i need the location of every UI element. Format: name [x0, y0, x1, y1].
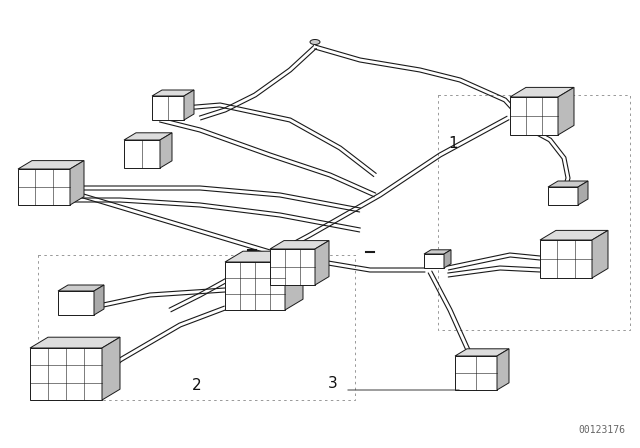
- Polygon shape: [94, 285, 104, 315]
- Ellipse shape: [310, 39, 320, 44]
- Polygon shape: [548, 187, 578, 205]
- Polygon shape: [592, 230, 608, 278]
- Polygon shape: [225, 262, 285, 310]
- Polygon shape: [285, 251, 303, 310]
- Polygon shape: [455, 349, 509, 356]
- Polygon shape: [578, 181, 588, 205]
- Polygon shape: [124, 140, 160, 168]
- Polygon shape: [30, 348, 102, 400]
- Polygon shape: [152, 90, 194, 96]
- Polygon shape: [510, 87, 574, 97]
- Polygon shape: [558, 87, 574, 135]
- Polygon shape: [424, 254, 444, 268]
- Text: 3: 3: [328, 376, 338, 391]
- Polygon shape: [18, 169, 70, 205]
- Polygon shape: [444, 250, 451, 268]
- Bar: [438, 95, 630, 330]
- Polygon shape: [184, 90, 194, 120]
- Polygon shape: [315, 241, 329, 285]
- Polygon shape: [152, 96, 184, 120]
- Text: 1: 1: [448, 136, 458, 151]
- Polygon shape: [540, 240, 592, 278]
- Polygon shape: [70, 160, 84, 205]
- Polygon shape: [102, 337, 120, 400]
- Polygon shape: [424, 250, 451, 254]
- Polygon shape: [540, 230, 608, 240]
- Bar: [38, 255, 355, 400]
- Polygon shape: [455, 356, 497, 390]
- Polygon shape: [510, 97, 558, 135]
- Polygon shape: [548, 181, 588, 187]
- Polygon shape: [497, 349, 509, 390]
- Polygon shape: [30, 337, 120, 348]
- Text: 2: 2: [192, 378, 202, 393]
- Polygon shape: [225, 251, 303, 262]
- Polygon shape: [18, 160, 84, 169]
- Polygon shape: [58, 291, 94, 315]
- Polygon shape: [124, 133, 172, 140]
- Text: 00123176: 00123176: [578, 425, 625, 435]
- Polygon shape: [270, 241, 329, 249]
- Polygon shape: [160, 133, 172, 168]
- Polygon shape: [270, 249, 315, 285]
- Polygon shape: [58, 285, 104, 291]
